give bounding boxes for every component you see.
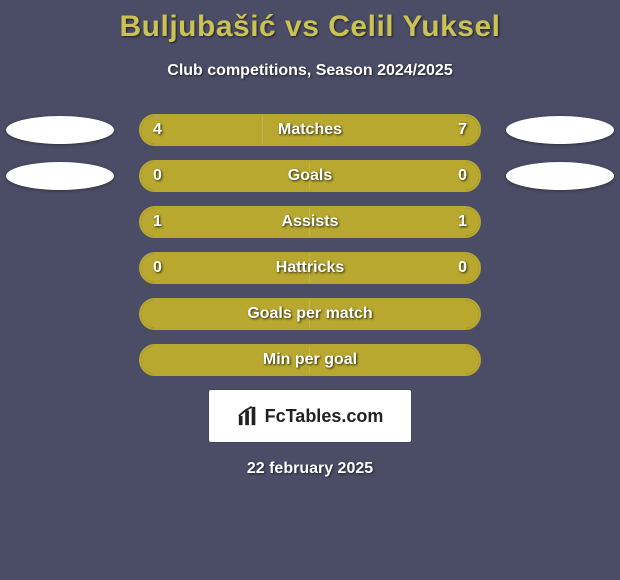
player-badge-left: [6, 162, 114, 190]
stat-value-right: 7: [458, 121, 467, 139]
bar-chart-icon: [237, 405, 259, 427]
bar-track: 4 7 Matches: [139, 114, 481, 146]
stat-row: Goals per match: [0, 298, 620, 330]
player-badge-right: [506, 116, 614, 144]
bar-right: [310, 162, 479, 190]
bar-left: [141, 162, 310, 190]
stat-label: Min per goal: [263, 351, 357, 369]
page-title: Buljubašić vs Celil Yuksel: [0, 0, 620, 44]
stat-row: Min per goal: [0, 344, 620, 376]
stat-value-left: 0: [153, 259, 162, 277]
player-badge-right: [506, 162, 614, 190]
bar-track: 0 0 Hattricks: [139, 252, 481, 284]
date-label: 22 february 2025: [0, 460, 620, 478]
stat-value-right: 0: [458, 259, 467, 277]
stat-label: Goals: [288, 167, 332, 185]
bar-track: Min per goal: [139, 344, 481, 376]
brand-badge[interactable]: FcTables.com: [209, 390, 411, 442]
bar-track: Goals per match: [139, 298, 481, 330]
stat-value-left: 0: [153, 167, 162, 185]
stat-value-right: 0: [458, 167, 467, 185]
stat-row: 1 1 Assists: [0, 206, 620, 238]
stat-value-left: 1: [153, 213, 162, 231]
stat-label: Hattricks: [276, 259, 344, 277]
stat-label: Goals per match: [247, 305, 372, 323]
stat-label: Assists: [282, 213, 339, 231]
stat-row: 0 0 Goals: [0, 160, 620, 192]
comparison-bars: 4 7 Matches 0 0 Goals 1 1 Assists 0 0 Hattricks Goal…: [0, 114, 620, 376]
stat-label: Matches: [278, 121, 342, 139]
subtitle: Club competitions, Season 2024/2025: [0, 62, 620, 80]
stat-row: 4 7 Matches: [0, 114, 620, 146]
bar-track: 1 1 Assists: [139, 206, 481, 238]
stat-value-left: 4: [153, 121, 162, 139]
stat-row: 0 0 Hattricks: [0, 252, 620, 284]
player-badge-left: [6, 116, 114, 144]
brand-text: FcTables.com: [265, 406, 384, 427]
bar-track: 0 0 Goals: [139, 160, 481, 192]
stat-value-right: 1: [458, 213, 467, 231]
